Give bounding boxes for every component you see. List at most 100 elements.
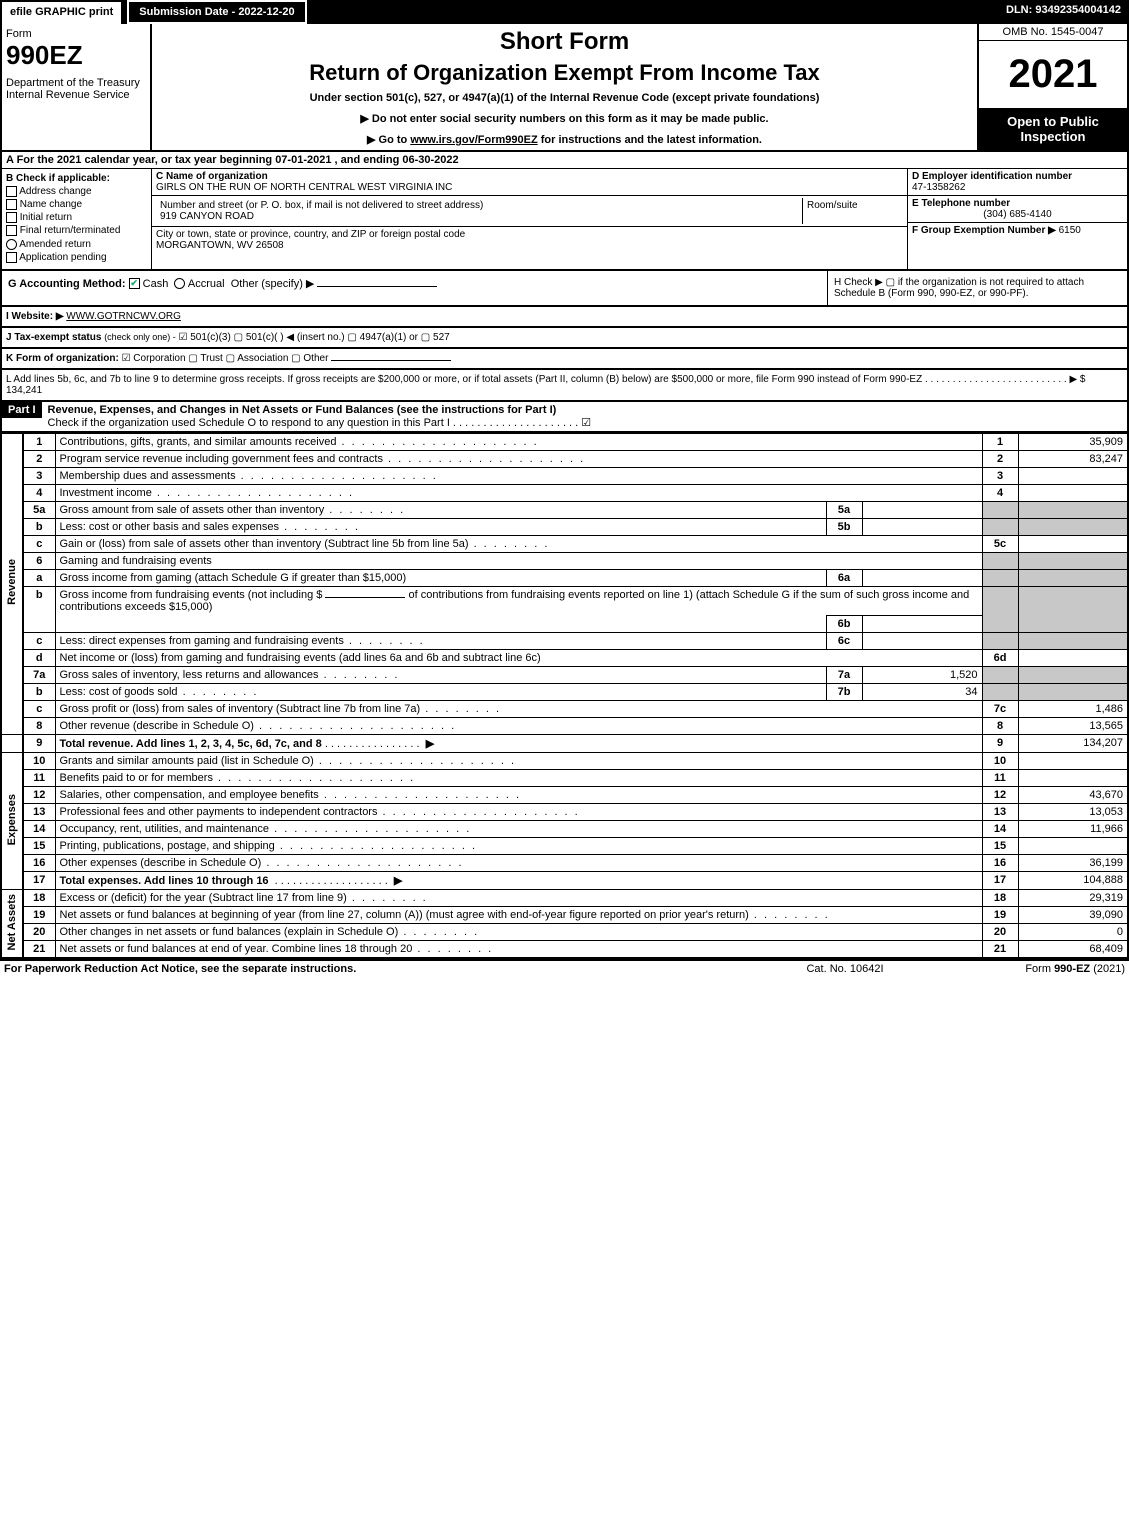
inner-val: 34	[862, 683, 982, 700]
org-name-block: C Name of organization GIRLS ON THE RUN …	[152, 169, 907, 196]
line-desc: Total revenue. Add lines 1, 2, 3, 4, 5c,…	[55, 734, 982, 752]
line-desc: Gross profit or (loss) from sales of inv…	[55, 700, 982, 717]
under-section-label: Under section 501(c), 527, or 4947(a)(1)…	[160, 92, 969, 104]
phone-label: E Telephone number	[912, 198, 1010, 209]
row-12: 12 Salaries, other compensation, and emp…	[1, 786, 1128, 803]
page-footer: For Paperwork Reduction Act Notice, see …	[0, 959, 1129, 977]
col-num	[982, 518, 1018, 535]
col-val: 43,670	[1018, 786, 1128, 803]
efile-print-button[interactable]: efile GRAPHIC print	[0, 0, 123, 24]
row-21: 21 Net assets or fund balances at end of…	[1, 940, 1128, 958]
col-num: 17	[982, 871, 1018, 889]
inner-num: 6a	[826, 569, 862, 586]
other-specify-input[interactable]	[317, 286, 437, 287]
chk-accrual[interactable]	[174, 278, 185, 289]
line-desc: Other changes in net assets or fund bala…	[55, 923, 982, 940]
inner-val	[862, 569, 982, 586]
col-val: 13,053	[1018, 803, 1128, 820]
col-val	[1018, 837, 1128, 854]
open-to-public: Open to Public Inspection	[979, 108, 1127, 150]
line-desc: Less: direct expenses from gaming and fu…	[55, 632, 826, 649]
city-block: City or town, state or province, country…	[152, 227, 907, 253]
goto-pre: ▶ Go to	[367, 134, 410, 146]
line-desc: Gain or (loss) from sale of assets other…	[55, 535, 982, 552]
chk-initial-return[interactable]: Initial return	[6, 212, 147, 223]
col-num: 21	[982, 940, 1018, 958]
chk-address-change[interactable]: Address change	[6, 186, 147, 197]
col-num: 11	[982, 769, 1018, 786]
col-val: 39,090	[1018, 906, 1128, 923]
col-val	[1018, 552, 1128, 569]
line-desc: Net assets or fund balances at end of ye…	[55, 940, 982, 958]
line-h-schedule-b: H Check ▶ ▢ if the organization is not r…	[827, 271, 1127, 305]
col-num: 4	[982, 484, 1018, 501]
chk-label: Final return/terminated	[20, 226, 121, 237]
chk-label: Initial return	[20, 212, 72, 223]
row-3: 3 Membership dues and assessments 3	[1, 467, 1128, 484]
accrual-label: Accrual	[188, 278, 225, 290]
line-num: 9	[23, 734, 55, 752]
inner-val	[862, 615, 982, 632]
line-desc: Net income or (loss) from gaming and fun…	[55, 649, 982, 666]
row-7c: c Gross profit or (loss) from sales of i…	[1, 700, 1128, 717]
row-16: 16 Other expenses (describe in Schedule …	[1, 854, 1128, 871]
chk-cash[interactable]: ✔	[129, 278, 140, 289]
line-num: 2	[23, 450, 55, 467]
header-left: Form 990EZ Department of the Treasury In…	[2, 24, 152, 150]
form-label: Form	[6, 28, 146, 40]
col-c-org-info: C Name of organization GIRLS ON THE RUN …	[152, 169, 907, 269]
ein-value: 47-1358262	[912, 182, 965, 193]
col-num: 9	[982, 734, 1018, 752]
line-desc: Less: cost or other basis and sales expe…	[55, 518, 826, 535]
line-desc: Gross income from gaming (attach Schedul…	[55, 569, 826, 586]
col-val: 83,247	[1018, 450, 1128, 467]
j-options: ☑ 501(c)(3) ▢ 501(c)( ) ◀ (insert no.) ▢…	[179, 332, 450, 343]
k-other-input[interactable]	[331, 360, 451, 361]
line-num: d	[23, 649, 55, 666]
part-i-header-row: Part I Revenue, Expenses, and Changes in…	[0, 402, 1129, 433]
line-num: a	[23, 569, 55, 586]
col-num: 14	[982, 820, 1018, 837]
line-desc: Other revenue (describe in Schedule O)	[55, 717, 982, 734]
submission-date: Submission Date - 2022-12-20	[127, 0, 306, 24]
line-num: 16	[23, 854, 55, 871]
col-num: 6d	[982, 649, 1018, 666]
ssn-note: ▶ Do not enter social security numbers o…	[160, 112, 969, 125]
col-val: 36,199	[1018, 854, 1128, 871]
contrib-blank[interactable]	[325, 597, 405, 598]
col-num	[982, 666, 1018, 683]
line-desc: Membership dues and assessments	[55, 467, 982, 484]
line-desc: Benefits paid to or for members	[55, 769, 982, 786]
group-exemption-value: 6150	[1059, 225, 1081, 236]
col-val	[1018, 769, 1128, 786]
chk-amended-return[interactable]: Amended return	[6, 239, 147, 250]
line-desc: Gaming and fundraising events	[55, 552, 982, 569]
col-num	[982, 632, 1018, 649]
chk-label: Name change	[20, 199, 82, 210]
inner-val	[862, 501, 982, 518]
k-label: K Form of organization:	[6, 353, 119, 364]
irs-link[interactable]: www.irs.gov/Form990EZ	[410, 134, 537, 146]
inner-val	[862, 518, 982, 535]
col-val	[1018, 586, 1128, 632]
col-num: 19	[982, 906, 1018, 923]
chk-final-return[interactable]: Final return/terminated	[6, 225, 147, 236]
inner-num: 6b	[826, 615, 862, 632]
section-gh: G Accounting Method: ✔ Cash Accrual Othe…	[0, 271, 1129, 307]
chk-application-pending[interactable]: Application pending	[6, 252, 147, 263]
website-link[interactable]: WWW.GOTRNCWV.ORG	[66, 311, 181, 322]
line-desc: Gross sales of inventory, less returns a…	[55, 666, 826, 683]
city-label: City or town, state or province, country…	[156, 229, 465, 240]
expenses-side-label: Expenses	[1, 752, 23, 889]
netassets-side-label: Net Assets	[1, 889, 23, 958]
line-desc: Grants and similar amounts paid (list in…	[55, 752, 982, 769]
col-b-check-applicable: B Check if applicable: Address change Na…	[2, 169, 152, 269]
col-val: 0	[1018, 923, 1128, 940]
col-num: 20	[982, 923, 1018, 940]
row-6b2: 6b	[1, 615, 1128, 632]
chk-name-change[interactable]: Name change	[6, 199, 147, 210]
row-17: 17 Total expenses. Add lines 10 through …	[1, 871, 1128, 889]
col-num	[982, 569, 1018, 586]
org-name-label: C Name of organization	[156, 171, 268, 182]
city-value: MORGANTOWN, WV 26508	[156, 240, 284, 251]
